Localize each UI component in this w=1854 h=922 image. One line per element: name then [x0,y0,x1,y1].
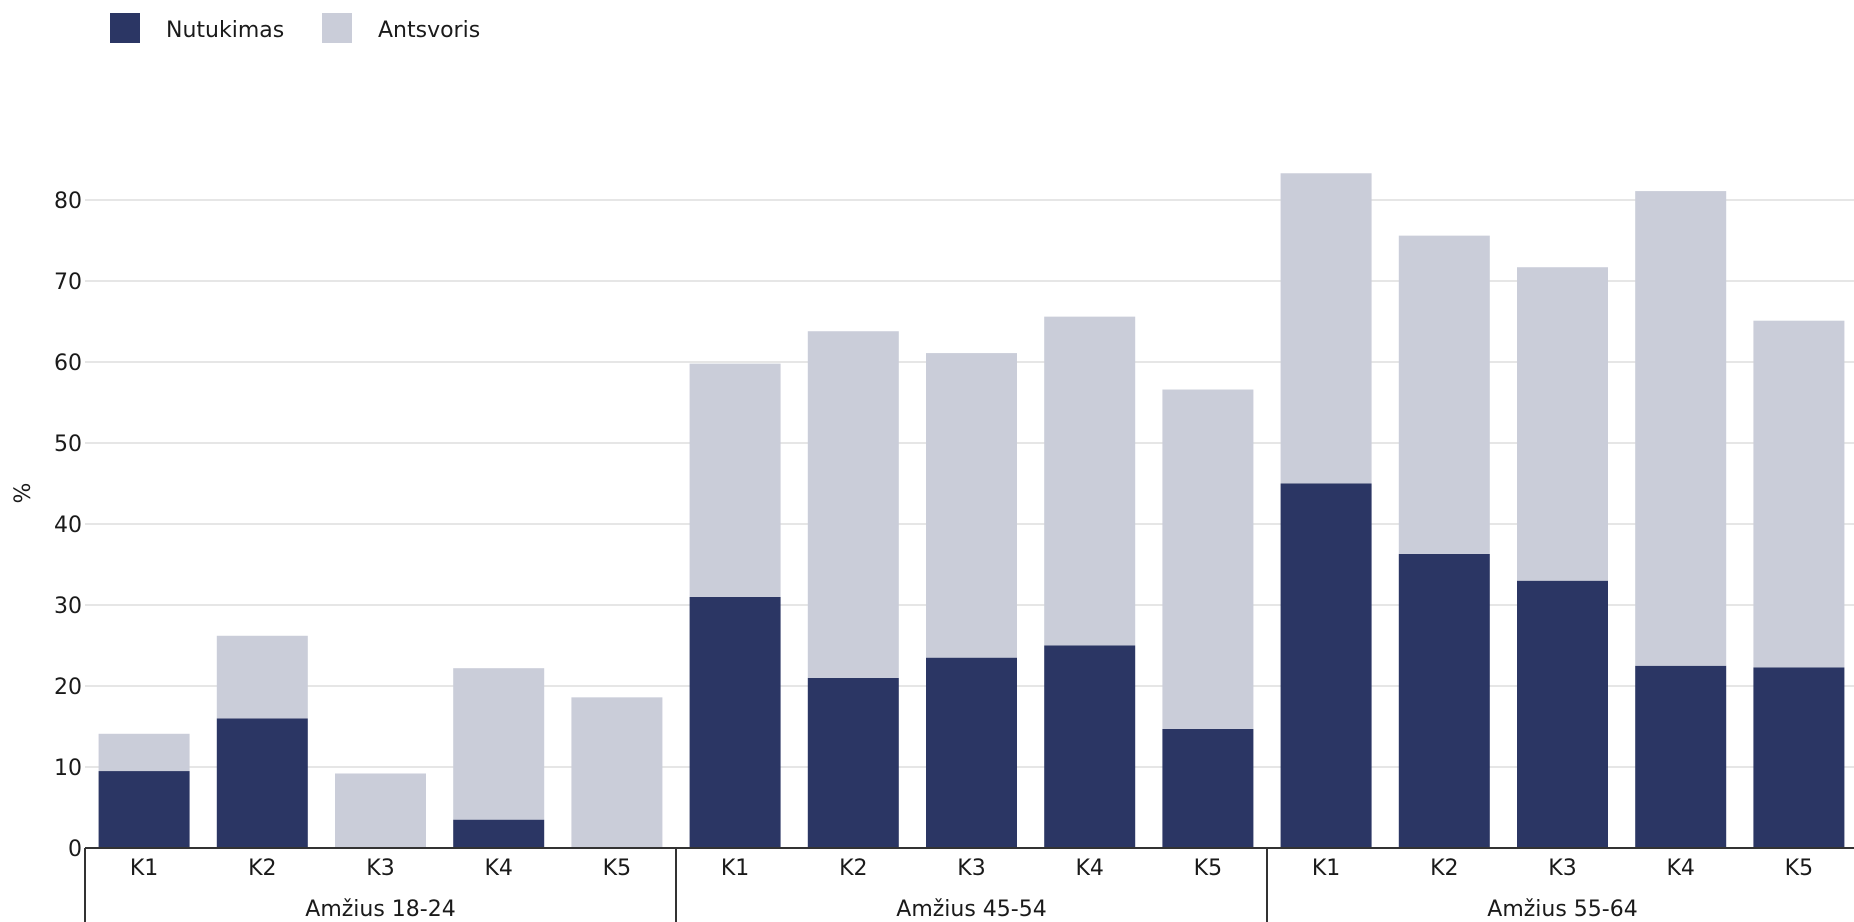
bar-antsvoris-k2 [807,331,899,678]
x-tick-label: K2 [1430,856,1458,881]
legend-label-antsvoris: Antsvoris [378,18,480,43]
legend-swatch-nutukimas [110,13,140,43]
bar-nutukimas-k1 [689,596,781,848]
x-group-label: Amžius 55-64 [1487,897,1637,922]
bar-nutukimas-k1 [98,771,190,848]
x-group-label: Amžius 18-24 [305,897,455,922]
y-tick-label: 50 [54,432,82,457]
x-tick-label: K5 [1194,856,1222,881]
bars [98,173,1845,848]
bar-nutukimas-k2 [807,677,899,848]
y-tick-label: 30 [54,594,82,619]
x-tick-label: K4 [484,856,512,881]
y-tick-label: 40 [54,513,82,538]
y-tick-label: 70 [54,270,82,295]
bar-nutukimas-k2 [216,718,308,848]
y-tick-label: 60 [54,351,82,376]
x-tick-label: K1 [1312,856,1340,881]
y-tick-label: 0 [68,837,82,862]
legend-swatch-antsvoris [322,13,352,43]
y-axis-label: % [11,483,36,504]
legend: Nutukimas Antsvoris [110,13,480,43]
y-axis: 0 10 20 30 40 50 60 70 80 [54,189,82,862]
bar-antsvoris-k2 [1398,235,1490,554]
bar-nutukimas-k5 [1753,667,1845,848]
bar-antsvoris-k4 [1044,316,1136,646]
bar-nutukimas-k4 [453,819,545,848]
bar-nutukimas-k5 [1162,728,1254,848]
y-tick-label: 10 [54,756,82,781]
bar-antsvoris-k1 [98,733,190,772]
bar-antsvoris-k5 [1753,320,1845,668]
bar-antsvoris-k2 [216,635,308,719]
legend-label-nutukimas: Nutukimas [166,18,284,43]
bar-antsvoris-k4 [1635,191,1727,666]
bar-nutukimas-k1 [1280,483,1372,848]
bar-antsvoris-k5 [1162,389,1254,729]
bar-nutukimas-k2 [1398,553,1490,848]
bar-antsvoris-k1 [689,363,781,597]
x-tick-label: K2 [839,856,867,881]
x-tick-label: K1 [130,856,158,881]
x-tick-label: K5 [603,856,631,881]
bar-nutukimas-k3 [926,657,1017,848]
x-tick-label: K4 [1075,856,1103,881]
x-axis: K1 K2 K3 K4 K5 Amžius 18-24 K1 K2 K3 K4 K5 Amžius 4… [84,847,1854,922]
x-tick-label: K4 [1666,856,1694,881]
bar-antsvoris-k3 [1517,267,1608,581]
x-tick-label: K3 [1548,856,1576,881]
x-tick-label: K3 [957,856,985,881]
y-tick-label: 20 [54,675,82,700]
bar-nutukimas-k4 [1635,665,1727,848]
x-group-label: Amžius 45-54 [896,897,1046,922]
x-tick-label: K2 [248,856,276,881]
x-tick-label: K3 [366,856,394,881]
bar-antsvoris-k5 [571,697,663,848]
bar-antsvoris-k3 [926,353,1017,658]
y-tick-label: 80 [54,189,82,214]
x-tick-label: K5 [1785,856,1813,881]
bar-antsvoris-k1 [1280,173,1372,484]
bar-nutukimas-k3 [1517,580,1608,848]
x-tick-label: K1 [721,856,749,881]
bar-nutukimas-k4 [1044,645,1136,848]
bar-antsvoris-k3 [335,773,426,848]
bar-antsvoris-k4 [453,668,545,820]
